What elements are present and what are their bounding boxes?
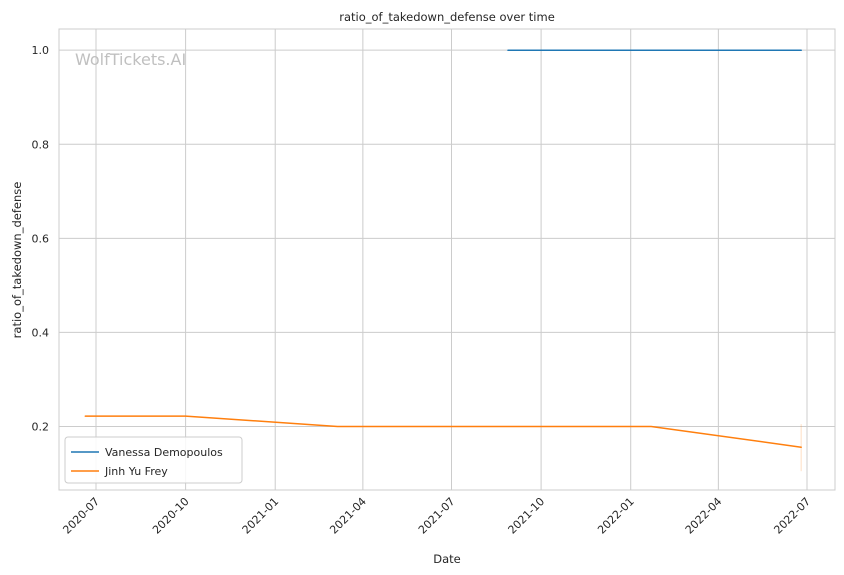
y-tick-label: 0.4 xyxy=(32,326,50,339)
chart-title: ratio_of_takedown_defense over time xyxy=(339,10,555,24)
legend-label: Vanessa Demopoulos xyxy=(105,446,223,459)
plot-area-frame xyxy=(58,28,836,491)
y-tick-label: 0.6 xyxy=(32,232,50,245)
y-tick-label: 0.2 xyxy=(32,420,50,433)
legend-box xyxy=(64,436,243,484)
x-axis-title: Date xyxy=(433,552,461,566)
grid-lines xyxy=(59,29,835,490)
y-axis-ticks: 0.2 0.4 0.6 0.8 1.0 xyxy=(32,44,50,433)
series-line-1 xyxy=(84,415,802,448)
legend-label: Jinh Yu Frey xyxy=(104,465,168,478)
y-tick-label: 0.8 xyxy=(32,138,50,151)
y-tick-label: 1.0 xyxy=(32,44,50,57)
series-layer xyxy=(84,49,802,472)
y-axis-title: ratio_of_takedown_defense xyxy=(10,182,24,339)
legend: Vanessa Demopoulos Jinh Yu Frey xyxy=(64,436,243,484)
watermark-text: WolfTickets.AI xyxy=(75,50,186,69)
